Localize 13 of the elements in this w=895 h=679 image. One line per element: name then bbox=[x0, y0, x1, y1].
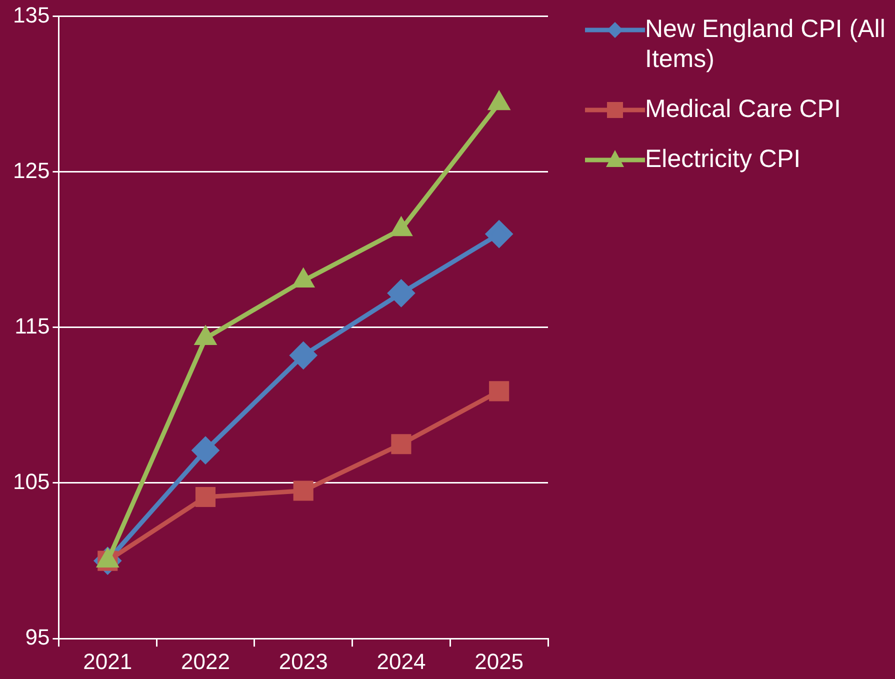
x-tick-label: 2021 bbox=[83, 648, 132, 674]
legend-label: Medical Care CPI bbox=[645, 94, 841, 124]
y-tick-label: 95 bbox=[25, 624, 50, 650]
y-tick-label: 115 bbox=[14, 313, 50, 338]
x-tick-label: 2024 bbox=[376, 648, 426, 674]
y-tick-label: 105 bbox=[12, 469, 50, 494]
legend-label: Electricity CPI bbox=[645, 144, 801, 174]
x-tick-label: 2022 bbox=[181, 648, 230, 674]
x-tick-label: 2023 bbox=[278, 648, 328, 674]
x-tick-label: 2025 bbox=[474, 648, 524, 674]
legend-label: New England CPI (All Items) bbox=[645, 14, 886, 74]
y-tick-label: 125 bbox=[12, 158, 50, 183]
y-tick-label: 135 bbox=[12, 2, 50, 28]
